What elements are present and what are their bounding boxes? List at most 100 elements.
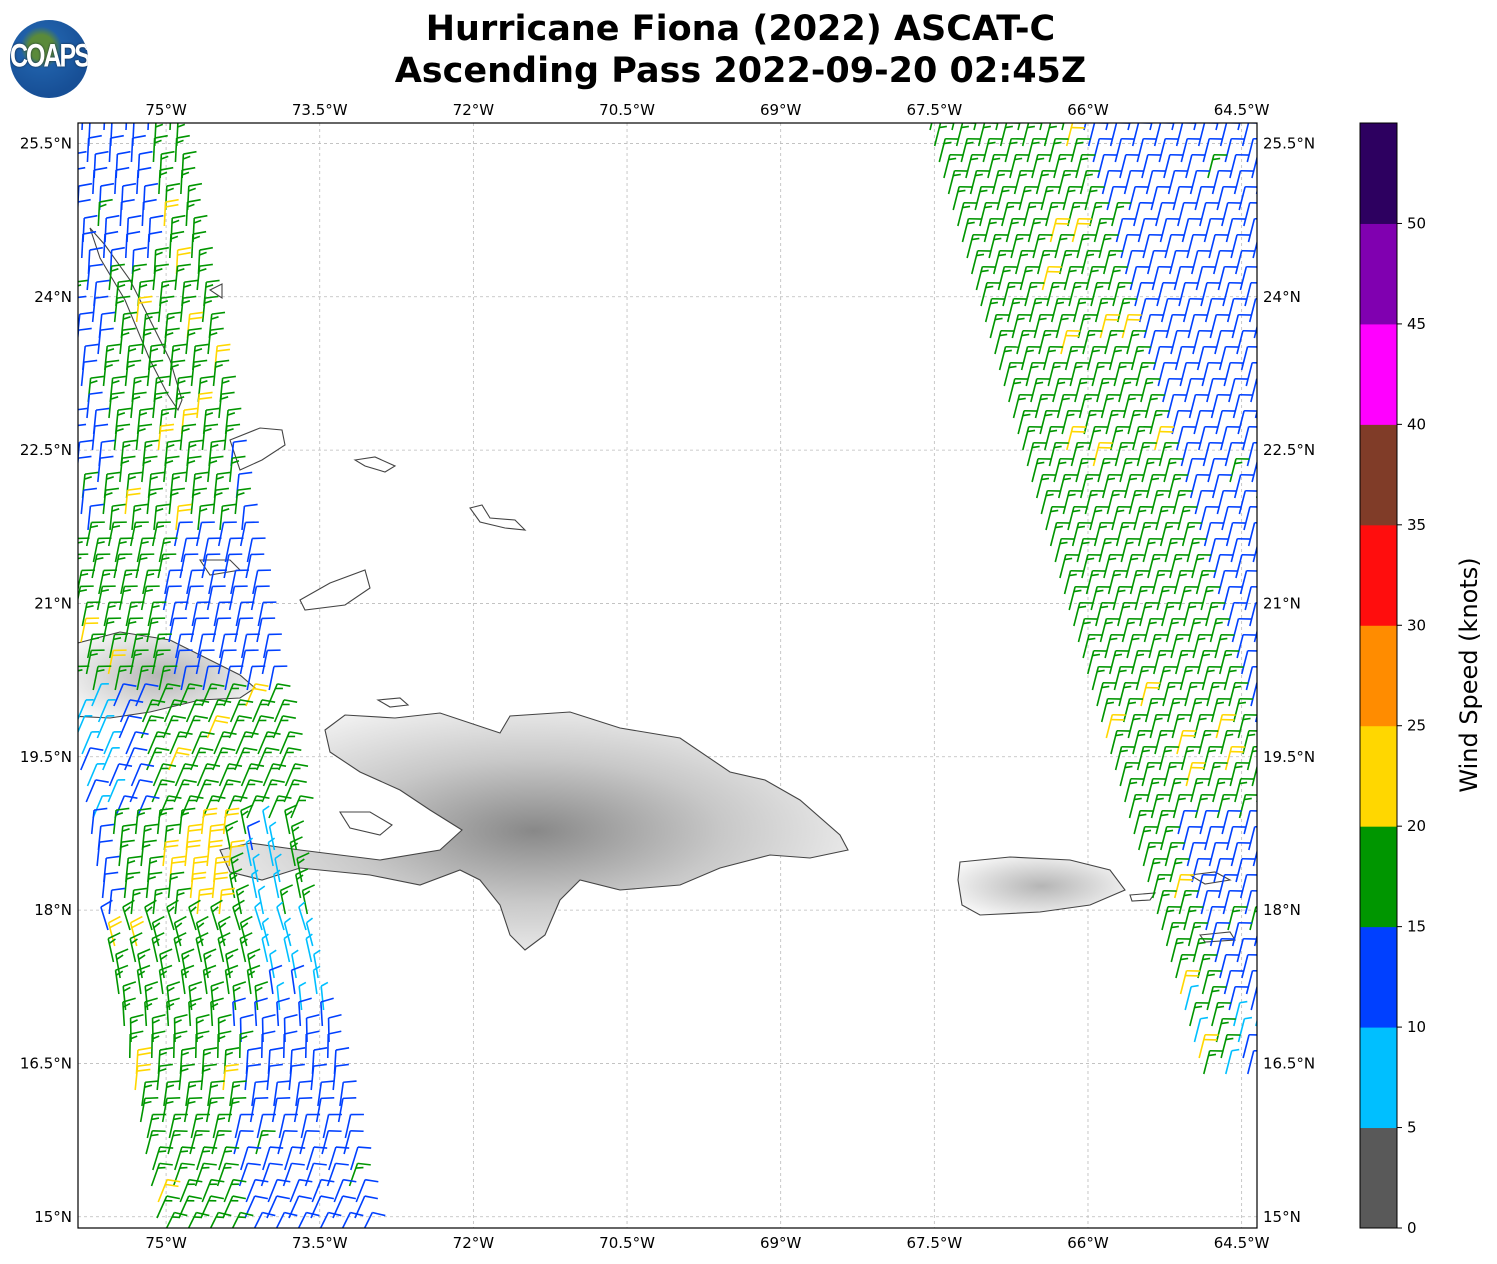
wind-barb: [222, 807, 240, 835]
wind-barb: [1124, 249, 1146, 275]
wind-barb: [240, 633, 260, 659]
wind-barb: [1070, 137, 1091, 163]
wind-barb: [1044, 425, 1065, 451]
wind-barb: [185, 1080, 203, 1107]
wind-barb: [179, 295, 197, 323]
wind-barb: [1211, 169, 1232, 195]
wind-barb: [1188, 697, 1209, 723]
wind-barb: [1247, 521, 1257, 547]
wind-barb: [217, 521, 237, 547]
wind-barb: [1221, 201, 1242, 227]
wind-barb: [1258, 555, 1277, 578]
wind-barb: [1163, 457, 1184, 483]
wind-barb: [169, 123, 172, 131]
wind-barb: [234, 1113, 254, 1139]
wind-barb: [1250, 377, 1257, 403]
wind-barb: [1245, 361, 1257, 387]
wind-barb: [1171, 713, 1192, 739]
wind-barb: [1241, 123, 1257, 147]
wind-barb: [158, 964, 173, 995]
wind-barb: [1054, 233, 1075, 259]
wind-barb: [1173, 569, 1194, 595]
wind-barb: [1227, 905, 1248, 931]
wind-barb: [1151, 569, 1172, 595]
wind-barb: [113, 423, 131, 451]
wind-barb: [1046, 281, 1067, 307]
wind-barb: [982, 137, 1003, 163]
wind-barb: [218, 391, 235, 419]
wind-barb: [1049, 217, 1070, 243]
wind-barb: [969, 169, 990, 195]
wind-barb: [130, 391, 147, 419]
wind-barb: [113, 683, 137, 707]
wind-barb: [1237, 713, 1257, 739]
wind-barb: [96, 715, 115, 739]
wind-barb: [299, 1130, 320, 1155]
wind-barb: [1135, 361, 1156, 387]
wind-barb: [109, 503, 126, 531]
lat-tick-label: 18°N: [1263, 901, 1301, 919]
wind-barb: [229, 455, 246, 483]
wind-barb: [1012, 393, 1033, 419]
wind-barb: [1085, 265, 1106, 291]
wind-barb: [1174, 649, 1196, 675]
wind-barb: [183, 1096, 203, 1123]
wind-barb: [195, 915, 209, 947]
wind-barb: [130, 263, 147, 291]
wind-barb: [1090, 281, 1111, 307]
wind-barb: [1091, 361, 1112, 387]
wind-barb: [213, 601, 233, 627]
wind-barb: [1123, 169, 1144, 195]
wind-barb: [129, 932, 143, 963]
wind-barb: [1141, 761, 1162, 787]
wind-barb: [1076, 537, 1097, 563]
wind-barb: [256, 617, 276, 643]
wind-barb: [1123, 473, 1145, 499]
wind-barb: [1186, 233, 1207, 259]
wind-barb: [107, 779, 126, 803]
wind-barb: [327, 1013, 342, 1043]
wind-barb: [1163, 153, 1184, 179]
wind-barb: [1126, 329, 1147, 355]
lat-tick-label: 18°N: [34, 901, 72, 919]
lat-tick-label: 21°N: [34, 594, 72, 612]
lon-tick-label: 69°W: [760, 1234, 802, 1252]
wind-barb: [1182, 825, 1203, 851]
wind-barb: [80, 487, 98, 515]
wind-barb: [1232, 393, 1253, 419]
wind-barb: [112, 807, 130, 835]
wind-barb: [1020, 345, 1041, 371]
wind-barb: [1236, 633, 1257, 659]
lon-tick-label: 66°W: [1067, 1234, 1109, 1252]
wind-barb: [1002, 281, 1023, 307]
wind-barb: [1139, 601, 1160, 627]
wind-barb: [1217, 265, 1238, 291]
wind-barb: [282, 1030, 298, 1059]
wind-barb: [239, 521, 259, 547]
wind-barb: [295, 868, 309, 899]
logo-text: COAPS: [10, 37, 88, 75]
wind-barb: [1057, 473, 1079, 499]
wind-barb: [234, 747, 258, 771]
wind-barb: [124, 617, 144, 643]
wind-barb: [293, 1096, 313, 1123]
wind-barb: [1262, 795, 1281, 818]
wind-barb: [1130, 345, 1151, 371]
wind-barb: [1122, 393, 1143, 419]
wind-barb: [239, 649, 259, 675]
wind-barb: [1079, 473, 1101, 499]
wind-barb: [1055, 313, 1076, 339]
wind-barb: [1228, 681, 1249, 707]
wind-barb: [1196, 649, 1218, 675]
wind-barb: [1200, 585, 1221, 611]
wind-barb: [343, 1130, 364, 1155]
wind-barb: [1147, 857, 1168, 883]
wind-barb: [1144, 393, 1165, 419]
wind-barb: [1039, 123, 1043, 131]
wind-barb: [78, 407, 88, 411]
landmass-mayaguana: [353, 456, 397, 473]
wind-barb: [120, 569, 140, 595]
wind-barb: [1186, 841, 1207, 867]
wind-barb: [107, 932, 121, 963]
wind-barb: [217, 932, 231, 963]
